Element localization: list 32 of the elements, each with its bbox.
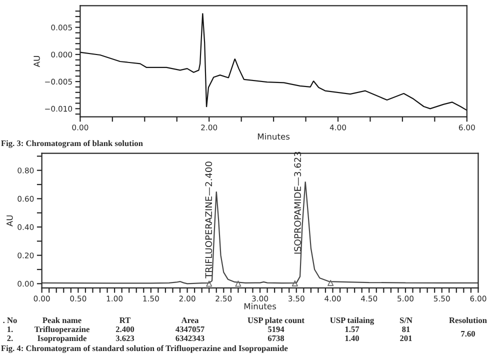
caption: Fig. 3: Chromatogram of blank solution [1, 140, 143, 148]
text: RT [120, 318, 131, 324]
y-axis-title: AU [6, 215, 13, 226]
text: S/N [400, 317, 412, 324]
text: 4347057 [176, 326, 204, 332]
text: . No [3, 318, 17, 324]
x-axis-title: Minutes [244, 302, 276, 310]
text: 6342343 [176, 335, 204, 342]
text: Resolution [449, 317, 487, 324]
text: 2. [7, 335, 13, 342]
text: 3.623 [116, 335, 134, 342]
annotation: TRIFLUOPERAZINE—2.400 [205, 162, 212, 278]
text: Isopropamide [38, 335, 86, 343]
text: Trifluoperazine [34, 326, 90, 334]
annotation: ISOPROPAMIDE—3.623 [294, 152, 302, 254]
text: 1. [8, 326, 13, 332]
text: Area [181, 318, 199, 324]
text: 81 [402, 326, 410, 332]
text: USP plate count [248, 317, 304, 325]
text: 6738 [268, 335, 284, 342]
text: Peak name [42, 317, 82, 324]
x-axis-title: Minutes [258, 133, 290, 140]
text: 201 [400, 335, 412, 342]
text: USP tailaing [330, 317, 374, 325]
text: 7.60 [461, 330, 475, 337]
caption: Fig. 4: Chromatogram of standard solution of Trifluoperazine and Isopropamide [1, 345, 288, 353]
line-series [80, 12, 467, 111]
text: 5194 [268, 326, 284, 332]
y-axis-title: AU [34, 56, 40, 68]
text: 2.400 [116, 326, 134, 332]
text: 1.40 [345, 335, 359, 342]
text: 1.57 [345, 326, 360, 332]
